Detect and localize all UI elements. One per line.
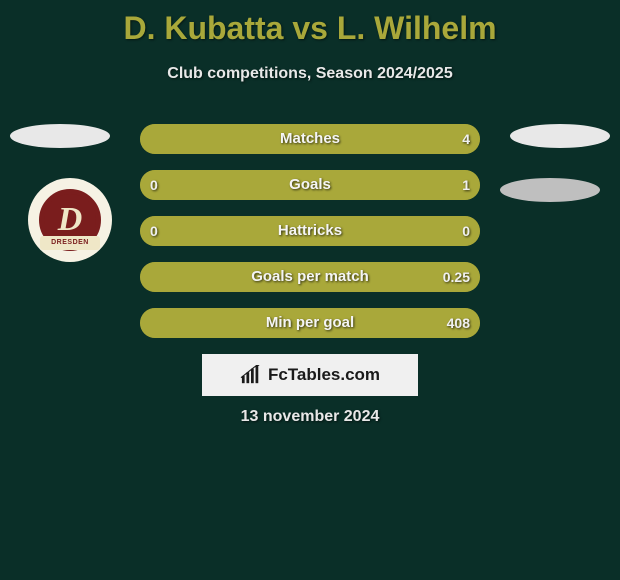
stat-label: Goals per match (140, 262, 480, 292)
crest-banner: DRESDEN (40, 236, 100, 250)
stat-value-right: 1 (462, 170, 470, 200)
stat-row: Min per goal 408 (140, 308, 480, 338)
page-subtitle: Club competitions, Season 2024/2025 (0, 65, 620, 83)
player-left-placeholder (10, 124, 110, 148)
stat-value-right: 0 (462, 216, 470, 246)
stat-value-right: 408 (447, 308, 470, 338)
brand-text: FcTables.com (268, 365, 380, 385)
club-left-crest: D DRESDEN (28, 178, 112, 262)
date-label: 13 november 2024 (0, 408, 620, 426)
brand-link[interactable]: FcTables.com (202, 354, 418, 396)
stat-row: Matches 4 (140, 124, 480, 154)
stat-value-right: 4 (462, 124, 470, 154)
stats-container: Matches 4 0 Goals 1 0 Hattricks 0 Goals … (140, 124, 480, 354)
stat-label: Matches (140, 124, 480, 154)
bar-chart-icon (240, 365, 262, 385)
stat-row: 0 Hattricks 0 (140, 216, 480, 246)
page-title: D. Kubatta vs L. Wilhelm (0, 0, 620, 47)
stat-value-right: 0.25 (443, 262, 470, 292)
stat-row: 0 Goals 1 (140, 170, 480, 200)
stat-label: Goals (140, 170, 480, 200)
player-right-placeholder (510, 124, 610, 148)
club-right-placeholder (500, 178, 600, 202)
stat-label: Hattricks (140, 216, 480, 246)
crest-letter: D (58, 203, 83, 237)
stat-row: Goals per match 0.25 (140, 262, 480, 292)
stat-label: Min per goal (140, 308, 480, 338)
